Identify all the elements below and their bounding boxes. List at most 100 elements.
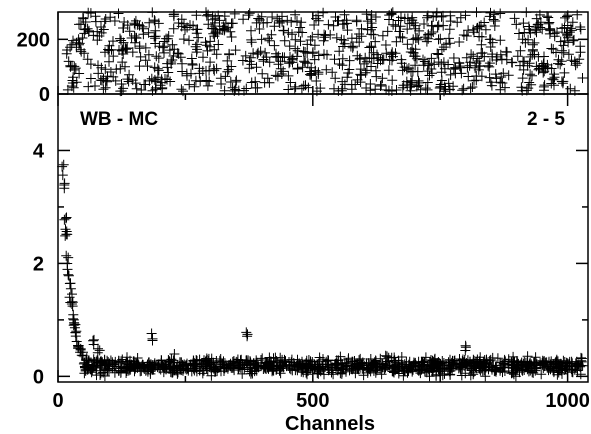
data-point [246, 77, 257, 88]
data-point [499, 354, 510, 365]
data-point [377, 30, 388, 41]
bottom-plot-frame [57, 93, 589, 383]
data-point [436, 11, 447, 22]
data-point [295, 36, 306, 47]
y-tick-label: 2 [33, 253, 44, 275]
data-point [428, 363, 439, 374]
data-point [530, 352, 541, 363]
data-point [490, 364, 501, 375]
data-point [313, 50, 324, 61]
data-point [500, 82, 510, 93]
data-point [168, 51, 179, 61]
data-point [270, 70, 281, 81]
data-point [122, 357, 133, 368]
data-point [421, 36, 432, 47]
bottom-panel: 0 2 4 0 500 1000 WB - MC 2 - 5 Channels [33, 93, 590, 434]
data-point [273, 51, 284, 62]
data-point [388, 19, 399, 30]
data-point [278, 25, 289, 36]
data-point [253, 47, 264, 58]
data-point [159, 47, 169, 58]
data-point [542, 11, 552, 22]
data-point [553, 361, 564, 372]
data-point [366, 42, 377, 53]
data-point [549, 363, 559, 374]
data-point [381, 48, 392, 59]
data-point [92, 35, 103, 46]
data-point [163, 31, 174, 41]
data-point [525, 51, 536, 62]
data-point [529, 37, 540, 48]
data-point [60, 230, 71, 241]
data-point [117, 57, 128, 68]
data-point [496, 72, 507, 82]
data-point [408, 17, 419, 28]
y-tick-label: 200 [17, 29, 50, 51]
data-point [262, 17, 273, 28]
data-point [214, 15, 225, 26]
data-point [549, 80, 559, 91]
data-point [527, 49, 538, 60]
data-point [391, 36, 402, 47]
data-point [124, 26, 135, 37]
data-point [428, 27, 439, 37]
data-point [355, 353, 366, 364]
data-point [203, 19, 214, 30]
data-point [137, 21, 148, 32]
data-point [285, 77, 296, 88]
data-point [318, 7, 329, 18]
data-point [437, 370, 448, 381]
data-point [518, 18, 529, 29]
data-point [322, 355, 333, 366]
data-point [290, 34, 301, 45]
data-point [507, 57, 518, 68]
data-point [445, 369, 456, 380]
data-point [313, 15, 324, 26]
data-point [530, 25, 541, 36]
data-point [208, 28, 219, 39]
data-point [109, 361, 120, 372]
data-point [556, 76, 567, 87]
data-point [523, 34, 534, 45]
data-point [131, 83, 142, 94]
data-point [401, 76, 412, 87]
data-point [410, 60, 421, 71]
data-point [228, 356, 239, 366]
data-point [57, 170, 68, 181]
data-point [524, 77, 535, 88]
data-point [575, 22, 586, 32]
data-point [338, 362, 348, 373]
data-point [71, 326, 82, 337]
data-point [501, 46, 512, 57]
data-point [226, 32, 237, 42]
data-point [495, 8, 506, 19]
data-point [509, 13, 520, 24]
data-point [127, 47, 138, 58]
data-point [247, 368, 258, 379]
data-point [352, 74, 363, 85]
data-point [156, 77, 167, 88]
data-point [153, 18, 164, 29]
data-point [95, 356, 106, 367]
data-point [202, 80, 213, 91]
data-point [467, 82, 478, 92]
data-point [209, 31, 220, 42]
y-tick-label: 0 [33, 366, 44, 388]
data-point [231, 75, 242, 86]
data-point [223, 22, 234, 33]
data-point [298, 80, 309, 91]
data-point [327, 67, 338, 78]
data-point [110, 356, 121, 367]
data-point [339, 9, 350, 20]
data-point [153, 65, 164, 76]
data-point [490, 16, 501, 26]
data-point [427, 20, 438, 31]
data-point [363, 362, 374, 373]
data-point [279, 52, 290, 63]
data-point [572, 58, 583, 69]
data-point [405, 82, 415, 93]
data-point [188, 355, 199, 366]
data-point [109, 367, 120, 378]
data-point [217, 25, 228, 35]
top-series-points [61, 7, 588, 97]
